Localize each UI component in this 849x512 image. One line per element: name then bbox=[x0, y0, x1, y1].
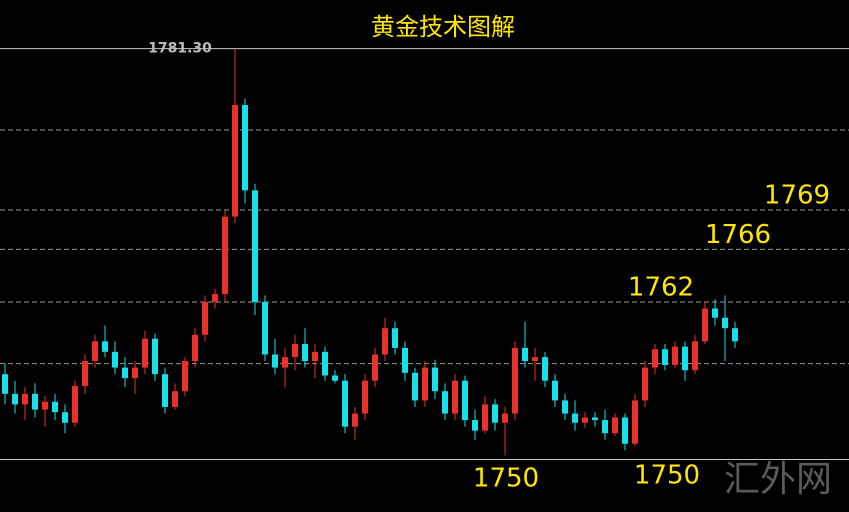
candle-body bbox=[622, 417, 628, 444]
level-label: 1769 bbox=[764, 181, 830, 211]
level-label: 1762 bbox=[628, 272, 694, 302]
candle-body bbox=[102, 341, 108, 352]
candle-body bbox=[122, 367, 128, 379]
candle-body bbox=[652, 349, 658, 368]
candle-body bbox=[62, 412, 68, 423]
candle-body bbox=[352, 413, 358, 427]
candle-body bbox=[192, 334, 198, 362]
candle-body bbox=[282, 357, 288, 368]
candle-body bbox=[712, 308, 718, 318]
candle-body bbox=[312, 351, 318, 362]
candle-body bbox=[502, 413, 508, 423]
candle-body bbox=[702, 308, 708, 342]
candle-body bbox=[632, 400, 638, 444]
candle-body bbox=[262, 301, 268, 355]
candle-body bbox=[402, 347, 408, 373]
candle-body bbox=[52, 401, 58, 413]
candle-body bbox=[552, 380, 558, 401]
candle-body bbox=[252, 190, 258, 302]
candle-body bbox=[272, 354, 278, 368]
candle-body bbox=[72, 385, 78, 423]
candle-body bbox=[662, 349, 668, 365]
candle-body bbox=[612, 417, 618, 434]
candle-body bbox=[512, 347, 518, 414]
candle-body bbox=[302, 343, 308, 362]
chart-title: 黄金技术图解 bbox=[371, 13, 515, 41]
candle-body bbox=[602, 420, 608, 434]
candle-body bbox=[432, 367, 438, 392]
level-label: 1766 bbox=[705, 220, 771, 250]
candle-body bbox=[542, 357, 548, 381]
candle-body bbox=[582, 417, 588, 423]
candle-body bbox=[722, 317, 728, 329]
candle-body bbox=[642, 367, 648, 401]
candle-body bbox=[472, 420, 478, 431]
candle-body bbox=[732, 328, 738, 342]
candle-body bbox=[112, 351, 118, 368]
candle-body bbox=[572, 413, 578, 423]
candle-body bbox=[362, 380, 368, 414]
low-label: 1750 bbox=[473, 464, 539, 494]
candle-body bbox=[12, 393, 18, 405]
candle-body bbox=[152, 338, 158, 375]
candle-body bbox=[492, 404, 498, 423]
candle-body bbox=[22, 393, 28, 405]
candle-body bbox=[562, 400, 568, 414]
candle-body bbox=[42, 401, 48, 410]
candle-body bbox=[682, 346, 688, 371]
candle-body bbox=[482, 404, 488, 431]
candle-body bbox=[462, 380, 468, 421]
candle-body bbox=[382, 328, 388, 355]
candle-body bbox=[292, 343, 298, 358]
candle-body bbox=[322, 351, 328, 376]
candle-body bbox=[32, 393, 38, 410]
candle-body bbox=[92, 341, 98, 362]
candle-body bbox=[452, 380, 458, 414]
candle-body bbox=[172, 391, 178, 407]
candle-body bbox=[442, 391, 448, 414]
candle-body bbox=[332, 375, 338, 381]
price-label: 1781.30 bbox=[148, 41, 212, 57]
candle-body bbox=[242, 105, 248, 191]
candle-body bbox=[422, 367, 428, 401]
watermark: 汇外网 bbox=[724, 459, 832, 500]
candle-body bbox=[412, 372, 418, 401]
candle-body bbox=[82, 361, 88, 386]
candle-body bbox=[522, 347, 528, 362]
candle-body bbox=[342, 380, 348, 427]
candle-body bbox=[222, 216, 228, 295]
candle-body bbox=[392, 328, 398, 348]
candle-body bbox=[592, 417, 598, 421]
candle-body bbox=[372, 354, 378, 381]
candle-body bbox=[232, 105, 238, 217]
candle-body bbox=[692, 341, 698, 371]
low-label: 1750 bbox=[634, 461, 700, 491]
candle-body bbox=[532, 357, 538, 362]
candle-body bbox=[2, 374, 8, 394]
candle-body bbox=[162, 374, 168, 407]
candle-body bbox=[142, 338, 148, 368]
candle-body bbox=[182, 361, 188, 392]
candle-body bbox=[672, 346, 678, 365]
candle-body bbox=[132, 367, 138, 379]
candle-body bbox=[212, 294, 218, 302]
candle-body bbox=[202, 301, 208, 335]
